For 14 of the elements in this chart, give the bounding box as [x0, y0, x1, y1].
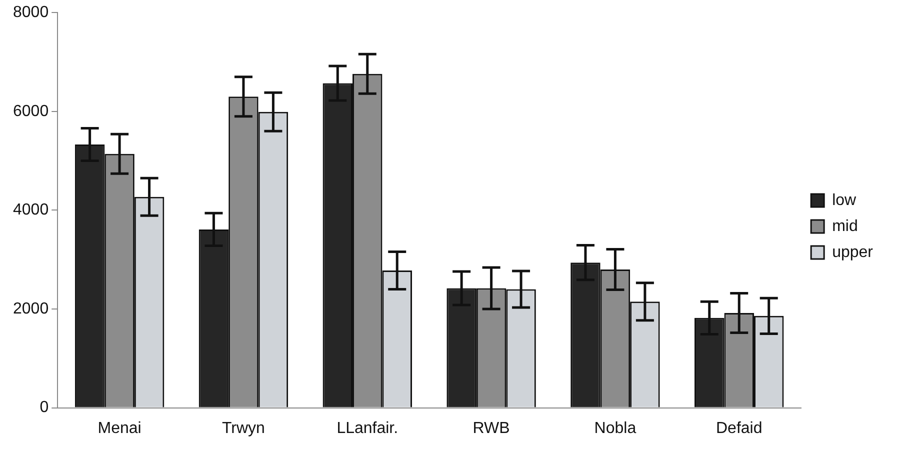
y-tick-label: 6000 — [13, 102, 49, 120]
x-tick-label: Menai — [98, 420, 142, 437]
x-tick-label: RWB — [472, 420, 510, 437]
x-tick-label: Defaid — [716, 420, 762, 437]
legend-label: upper — [832, 244, 874, 261]
x-tick-label: Trwyn — [222, 420, 265, 437]
y-tick-label: 2000 — [13, 300, 49, 318]
y-tick-label: 4000 — [13, 202, 49, 219]
y-tick-label: 0 — [40, 399, 49, 416]
legend-label: low — [832, 192, 857, 209]
x-tick-label: Nobla — [594, 420, 636, 437]
y-tick-label: 8000 — [13, 4, 49, 22]
legend-label: mid — [832, 218, 858, 235]
x-tick-label: LLanfair. — [336, 420, 398, 437]
